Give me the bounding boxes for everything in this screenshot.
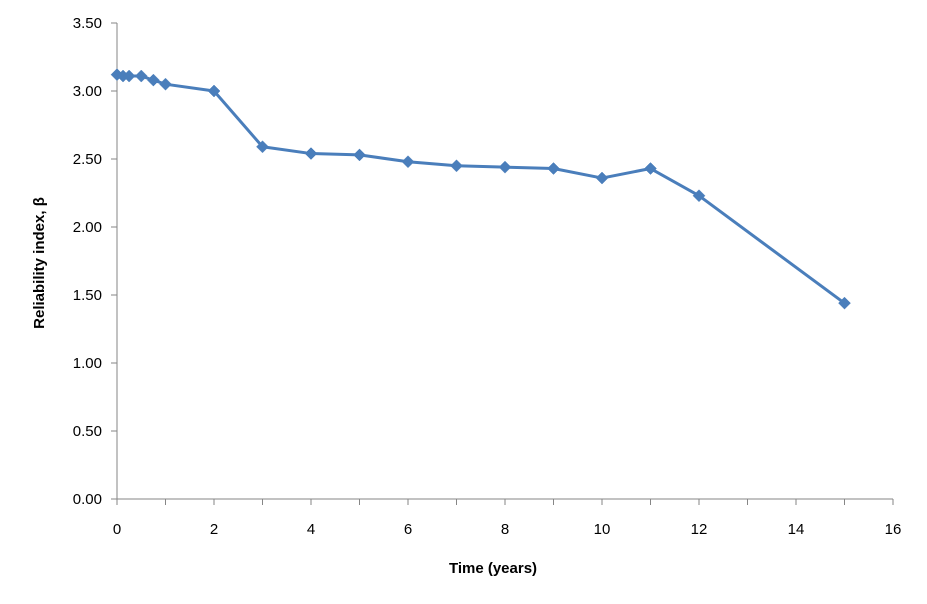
y-tick-label: 1.50 [73,287,102,304]
y-tick-label: 0.50 [73,423,102,440]
data-point-marker [122,69,136,83]
y-tick-label: 3.00 [73,83,102,100]
y-tick-label: 2.50 [73,151,102,168]
data-point-marker [838,296,851,310]
data-point-marker [256,140,269,154]
data-point-marker [304,147,318,160]
data-point-marker [692,189,706,203]
y-tick-label: 2.00 [73,219,102,236]
data-point-marker [159,77,172,91]
x-tick-label: 14 [788,521,805,538]
y-tick-label: 3.50 [73,15,102,32]
data-point-marker [547,162,560,175]
y-tick-label: 0.00 [73,491,102,508]
series-layer [110,68,851,310]
series-line [116,73,846,305]
x-tick-label: 10 [594,521,611,538]
data-point-marker [134,69,148,83]
x-tick-label: 4 [307,521,315,538]
x-tick-label: 6 [404,521,412,538]
x-axis-title: Time (years) [449,560,537,577]
data-point-marker [498,160,512,174]
x-axis-ticks: 0 2 4 6 8 10 12 14 16 [113,499,902,538]
data-point-marker [207,84,221,98]
y-tick-label: 1.00 [73,355,102,372]
data-point-marker [595,171,609,185]
x-tick-label: 16 [885,521,902,538]
data-point-marker [147,73,160,87]
data-point-marker [450,159,463,173]
x-tick-label: 8 [501,521,509,538]
data-point-marker [353,148,366,162]
y-axis-title: Reliability index, β [31,197,48,329]
data-point-marker [401,155,415,169]
data-point-marker [644,162,657,175]
x-tick-label: 0 [113,521,121,538]
x-tick-label: 2 [210,521,218,538]
x-tick-label: 12 [691,521,708,538]
y-axis-ticks: 0.00 0.50 1.00 1.50 2.00 2.50 3.00 3.50 [73,15,117,508]
